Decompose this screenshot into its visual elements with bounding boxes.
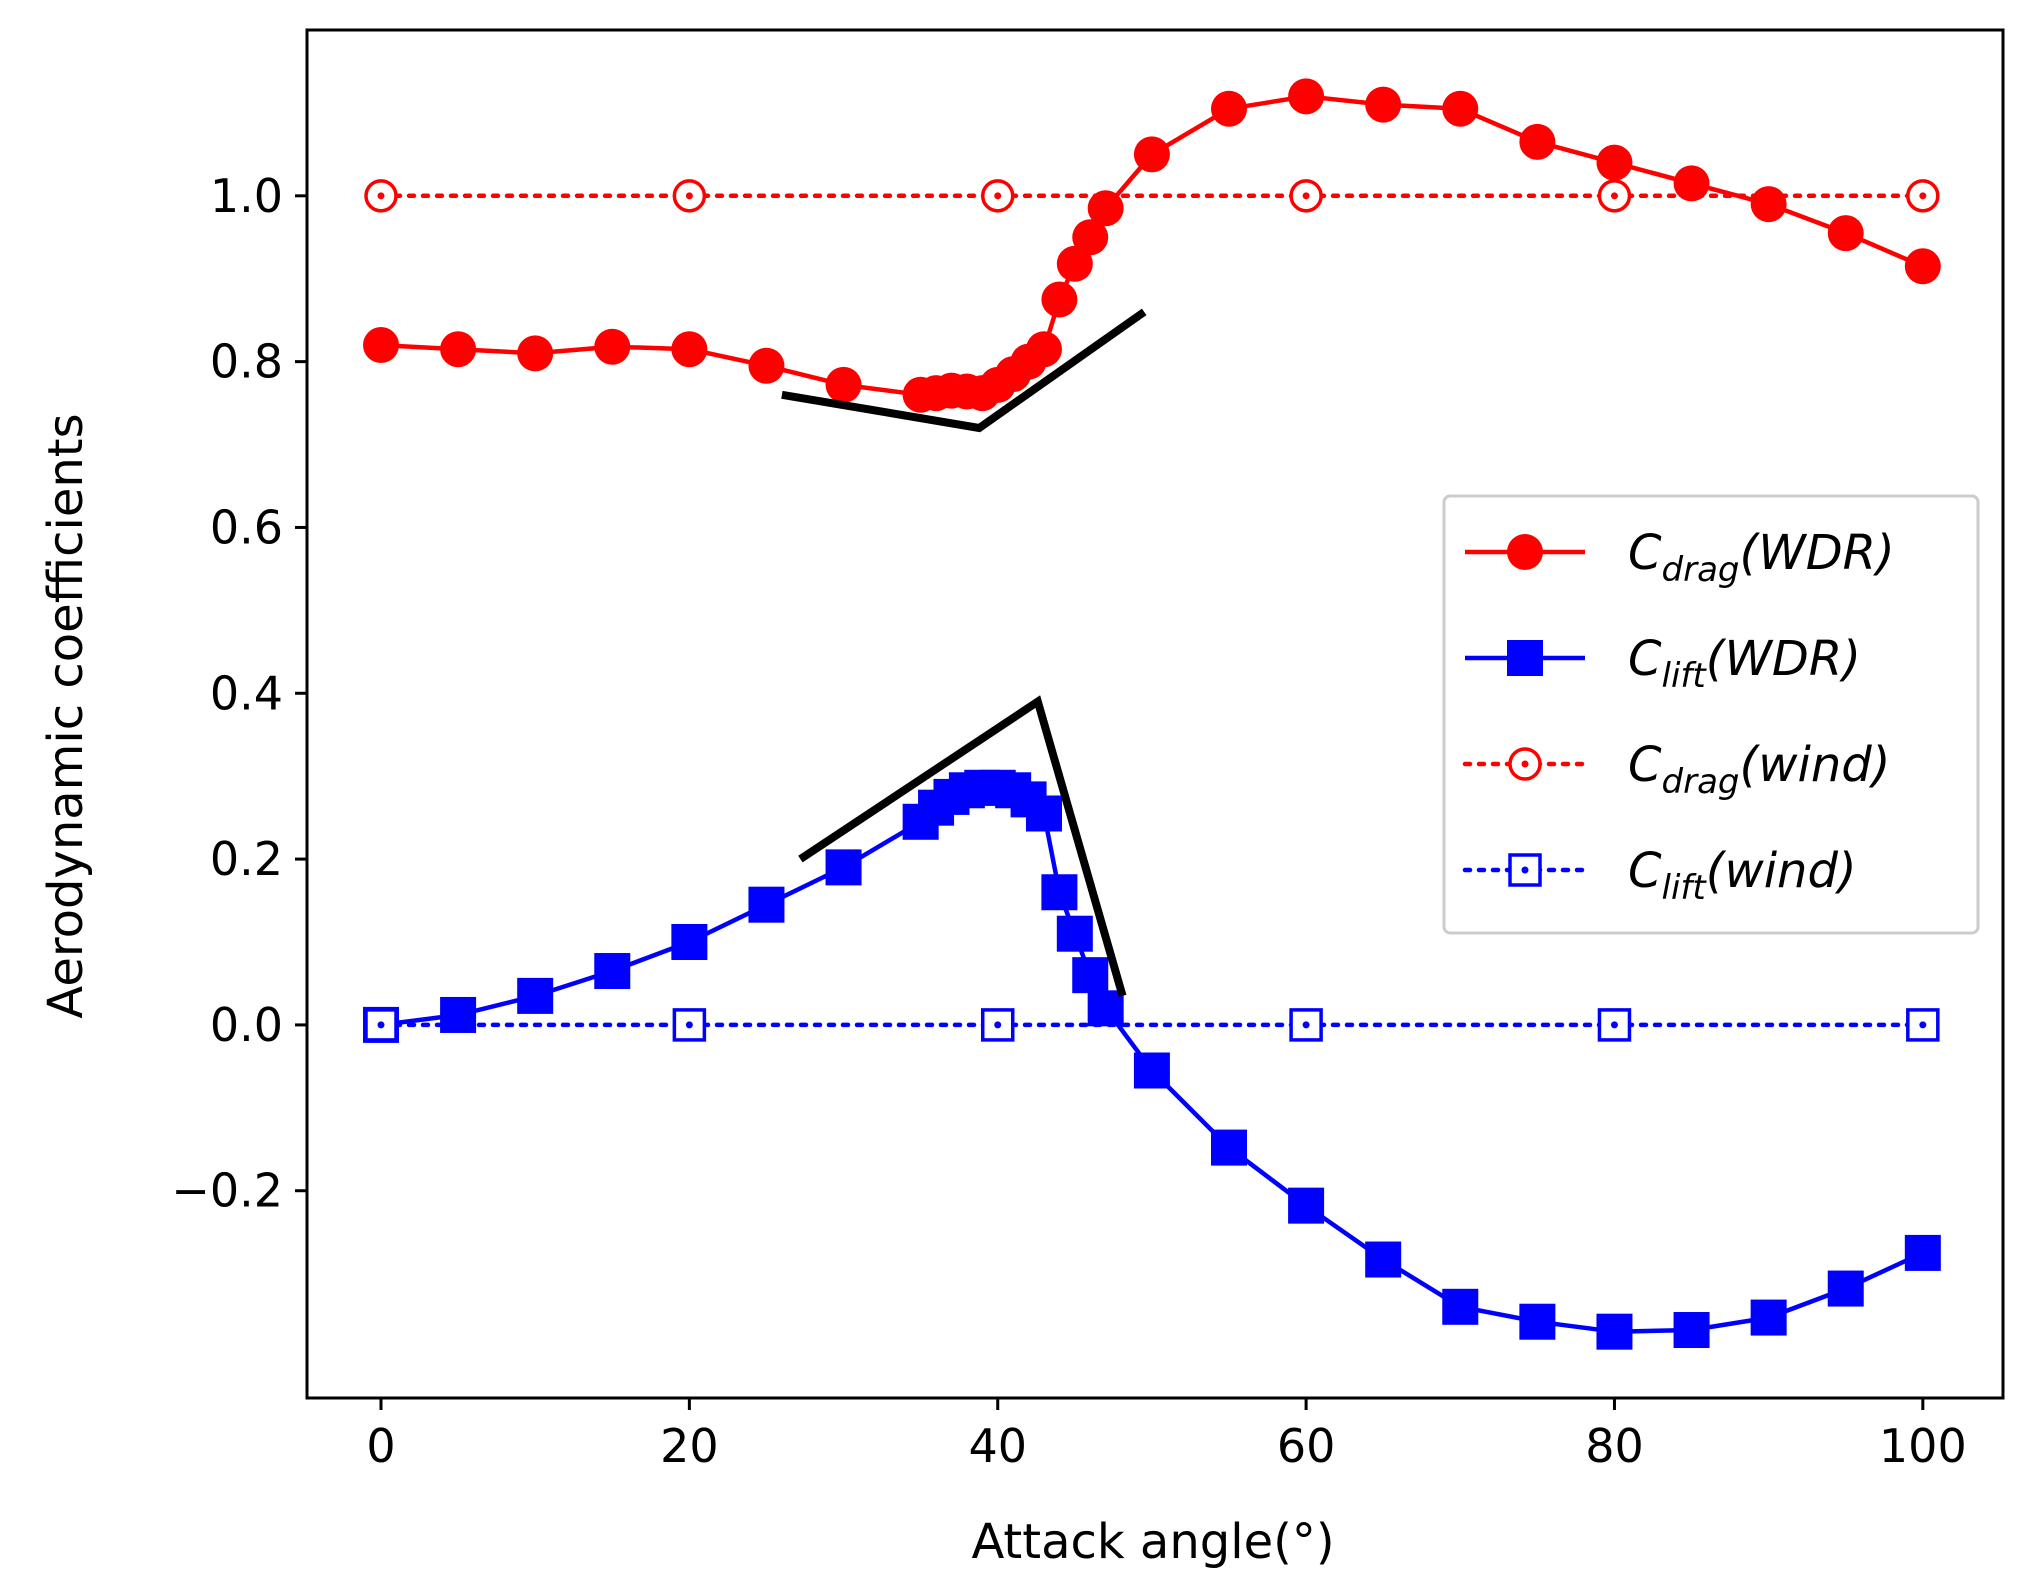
legend-item-c-lift-wdr: Clift(WDR) [1465,631,1861,696]
c-lift-wdr-point [1673,1312,1710,1349]
legend-c-drag-wind-point [1508,747,1542,781]
c-drag-wind-point [1906,179,1940,213]
x-axis: 0 20 40 60 80 100 [366,1398,1967,1473]
y-axis-label: Aerodynamic coefficients [38,413,94,1018]
c-drag-wdr-point [1442,90,1479,127]
y-tick-label: 1.0 [210,169,283,223]
c-drag-wdr-point [440,331,477,368]
c-drag-wind-point [672,179,707,213]
x-tick-label: 20 [660,1419,719,1473]
legend-c-drag-wdr-point [1507,534,1543,570]
c-drag-wdr-point [594,328,631,365]
c-lift-wdr-point [594,953,631,990]
c-drag-wdr-series [363,78,1941,413]
c-drag-wdr-point [1211,90,1248,127]
c-lift-wind-point [1597,1008,1632,1042]
c-lift-wind-point [672,1008,707,1042]
legend-c-lift-wdr-point [1507,640,1543,676]
c-drag-wdr-point [1519,123,1556,160]
c-lift-wdr-point [1056,915,1093,952]
c-lift-wdr-point [1288,1187,1325,1224]
c-drag-wdr-point [1750,186,1787,223]
c-lift-wdr-point [440,996,477,1033]
c-drag-wind-series [364,179,1940,213]
c-drag-wdr-point [1904,248,1941,285]
c-lift-wdr-point [1072,957,1109,994]
c-lift-wdr-point [1750,1299,1787,1336]
c-lift-wdr-point [1904,1234,1941,1271]
legend-item-c-drag-wind: Cdrag(wind) [1462,737,1890,802]
c-lift-wind-series [364,1008,1940,1042]
legend-item-c-lift-wind: Clift(wind) [1462,843,1857,908]
c-lift-wdr-point [1133,1052,1170,1089]
c-lift-wdr-point [1827,1270,1864,1307]
c-lift-wdr-point [1211,1129,1248,1166]
y-tick-label: 0.6 [210,500,283,554]
legend: Cdrag(WDR) Clift(WDR) Cdrag(wind) Clift(win… [1442,494,1980,935]
c-lift-wind-point [980,1008,1015,1042]
x-tick-label: 40 [968,1419,1027,1473]
x-tick-label: 80 [1585,1419,1644,1473]
c-lift-wind-point [1289,1008,1323,1042]
c-lift-wdr-point [1025,795,1062,832]
c-drag-wdr-point [1133,136,1170,173]
c-lift-wdr-point [825,849,862,886]
legend-label: Clift(WDR) [1628,631,1861,696]
y-tick-label: −0.2 [171,1164,283,1218]
c-drag-wdr-point [1827,215,1864,252]
c-drag-wdr-point [517,335,554,372]
c-lift-wdr-point [1519,1303,1556,1340]
y-tick-label: 0.2 [210,832,283,886]
c-lift-wdr-point [1041,874,1078,911]
x-tick-label: 60 [1277,1419,1336,1473]
c-lift-wdr-point [517,977,554,1014]
c-lift-wdr-point [671,924,708,960]
c-lift-wdr-point [1442,1288,1479,1325]
c-drag-wdr-point [1056,245,1093,282]
c-lift-wdr-point [1365,1241,1402,1278]
c-drag-wind-point [1597,179,1632,213]
c-drag-wdr-point [1072,219,1109,256]
lift-trend-lines [798,695,1127,998]
c-lift-wdr-point [1596,1313,1633,1350]
legend-label: Clift(wind) [1628,843,1857,908]
x-tick-label: 0 [366,1419,395,1473]
c-drag-wind-point [980,179,1015,213]
c-lift-wdr-point [1087,990,1124,1027]
c-drag-wdr-point [1596,144,1633,181]
c-drag-wdr-point [748,347,785,384]
x-tick-label: 100 [1879,1419,1967,1473]
legend-label: Cdrag(WDR) [1628,525,1895,590]
plot-frame [305,28,2005,1400]
y-tick-label: 0.8 [210,335,283,389]
y-tick-label: 0.4 [210,666,283,720]
x-axis-label: Attack angle(°) [971,1514,1334,1570]
drag-trend-lines [781,308,1147,433]
c-drag-wdr-point [1288,78,1325,115]
legend-label: Cdrag(wind) [1628,737,1890,802]
plot-area [305,28,2005,1400]
c-drag-wdr-point [671,331,708,368]
c-drag-wdr-point [825,366,862,403]
c-drag-wdr-point [1087,190,1124,227]
legend-box [1442,494,1980,935]
c-drag-wdr-point [1673,165,1710,202]
c-drag-wind-point [364,179,398,213]
c-drag-wdr-point [1041,281,1078,318]
c-drag-wdr-point [1365,86,1402,123]
c-lift-wind-point [364,1008,398,1042]
c-drag-wdr-point [363,327,400,364]
c-drag-wdr-point [1025,331,1062,368]
y-tick-label: 0.0 [210,998,283,1052]
c-drag-wind-point [1289,179,1323,213]
c-lift-wdr-series [363,769,1941,1350]
legend-item-c-drag-wdr: Cdrag(WDR) [1465,525,1895,590]
legend-c-lift-wind-point [1508,853,1542,887]
y-axis: −0.2 0.0 0.2 0.4 0.6 0.8 1.0 [171,169,307,1218]
c-lift-wind-point [1906,1008,1940,1042]
c-lift-wdr-point [748,886,785,923]
